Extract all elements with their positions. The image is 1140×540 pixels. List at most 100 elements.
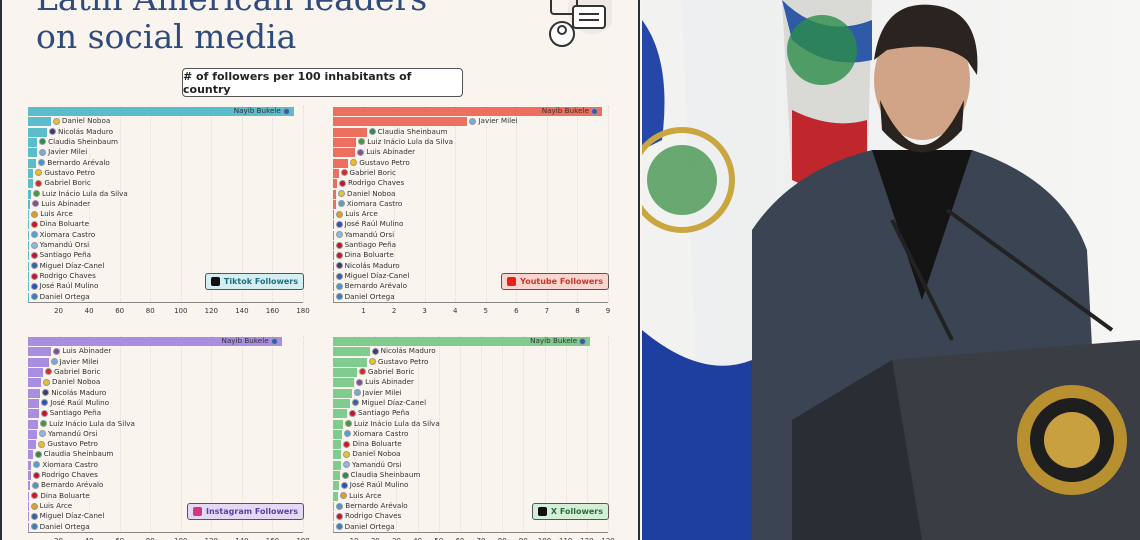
flag-icon bbox=[371, 347, 379, 355]
bar bbox=[28, 148, 38, 158]
bar bbox=[28, 471, 31, 481]
flag-icon bbox=[42, 389, 50, 397]
flag-icon bbox=[34, 450, 42, 458]
bar bbox=[333, 199, 336, 209]
x-axis bbox=[28, 302, 303, 303]
legend: Instagram Followers bbox=[187, 503, 304, 520]
gridline bbox=[363, 106, 365, 302]
bar-label: Xiomara Castro bbox=[343, 429, 408, 439]
leader-name: Miguel Díaz-Canel bbox=[344, 271, 410, 281]
bar bbox=[28, 127, 47, 137]
bar-label: José Raúl Mulino bbox=[41, 398, 109, 408]
gridline bbox=[544, 336, 546, 532]
bar bbox=[333, 357, 367, 367]
bar-label: Luiz Inácio Lula da Silva bbox=[33, 189, 128, 199]
x-tick-label: 160 bbox=[266, 537, 279, 540]
leader-name: Nicolás Maduro bbox=[380, 346, 436, 356]
x-axis bbox=[28, 532, 303, 533]
gridline bbox=[523, 336, 525, 532]
leader-name: Nicolás Maduro bbox=[344, 260, 400, 270]
bar-label: Daniel Ortega bbox=[335, 292, 395, 302]
flag-icon bbox=[39, 138, 47, 146]
flag-icon bbox=[335, 282, 343, 290]
bar-row: Xiomara Castro bbox=[28, 230, 303, 240]
flag-icon bbox=[352, 399, 360, 407]
gridline bbox=[608, 336, 609, 532]
bar-label: José Raúl Mulino bbox=[340, 480, 408, 490]
leader-name: Yamandú Orsi bbox=[48, 428, 98, 438]
bar-label: Luiz Inácio Lula da Silva bbox=[40, 419, 135, 429]
x-tick-label: 80 bbox=[498, 537, 507, 540]
bar bbox=[333, 179, 337, 189]
gridline bbox=[150, 336, 152, 532]
flag-icon bbox=[343, 461, 351, 469]
flag-icon bbox=[368, 128, 376, 136]
flag-icon bbox=[335, 272, 343, 280]
leader-name: Bernardo Arévalo bbox=[345, 501, 408, 511]
bar bbox=[333, 367, 357, 377]
bar bbox=[333, 419, 343, 429]
gridline bbox=[303, 336, 304, 532]
x-chart: 10 20 30 40 50 60 70 80 90 100 110 120 130 Nayib Buke… bbox=[333, 336, 633, 540]
bar-row: Luiz Inácio Lula da Silva bbox=[28, 419, 303, 429]
leader-name: Javier Milei bbox=[59, 356, 99, 366]
bar-row: Miguel Díaz-Canel bbox=[333, 398, 608, 408]
bar-row: Xiomara Castro bbox=[333, 199, 608, 209]
flag-icon bbox=[38, 159, 46, 167]
bar bbox=[28, 210, 30, 220]
bar-row: Rodrigo Chaves bbox=[333, 511, 608, 522]
bar bbox=[28, 502, 29, 512]
flag-icon bbox=[356, 378, 364, 386]
flag-icon bbox=[340, 169, 348, 177]
bar bbox=[333, 251, 334, 261]
bar-label: Bernardo Arévalo bbox=[335, 281, 407, 291]
bar bbox=[28, 199, 31, 209]
bar-label: Luis Arce bbox=[336, 209, 378, 219]
flag-icon bbox=[30, 293, 38, 301]
flag-icon bbox=[368, 358, 376, 366]
x-tick-label: 30 bbox=[392, 537, 401, 540]
flag-icon bbox=[343, 440, 351, 448]
leader-name: Bernardo Arévalo bbox=[344, 281, 407, 291]
gridline bbox=[58, 106, 60, 302]
bar-row: Javier Milei bbox=[28, 356, 303, 367]
bar-row: José Raúl Mulino bbox=[333, 219, 608, 230]
bar-row: José Raúl Mulino bbox=[333, 480, 608, 491]
bar bbox=[333, 409, 347, 419]
leader-name: Santiago Peña bbox=[49, 408, 102, 418]
x-tick-label: 80 bbox=[146, 537, 155, 540]
bar-row: Luiz Inácio Lula da Silva bbox=[333, 137, 608, 147]
bar-row: Nicolás Maduro bbox=[28, 388, 303, 398]
gridline bbox=[180, 336, 182, 532]
x-tick-label: 4 bbox=[452, 307, 458, 315]
bar bbox=[28, 522, 29, 532]
x-tick-label: 9 bbox=[605, 307, 611, 315]
bar-row: Luis Abinader bbox=[333, 377, 608, 388]
bar-label: Daniel Ortega bbox=[30, 522, 90, 532]
bar-row: Bernardo Arévalo bbox=[333, 281, 608, 292]
x-tick-label: 110 bbox=[559, 537, 572, 540]
bar bbox=[28, 419, 39, 429]
bar-label: Gabriel Boric bbox=[358, 367, 414, 377]
bar-row: Bernardo Arévalo bbox=[333, 501, 608, 512]
title-line-1: Latin American leaders bbox=[36, 0, 427, 18]
bar bbox=[28, 220, 29, 230]
flag-icon bbox=[35, 179, 43, 187]
x-tick-label: 60 bbox=[115, 307, 125, 315]
bar-row: Miguel Díaz-Canel bbox=[333, 271, 608, 282]
gridline bbox=[459, 336, 461, 532]
gridline bbox=[89, 106, 91, 302]
legend: Youtube Followers bbox=[501, 273, 609, 290]
bar bbox=[333, 502, 335, 512]
flag-icon bbox=[48, 128, 56, 136]
gridline bbox=[119, 106, 121, 302]
bar-label: Claudia Sheinbaum bbox=[39, 137, 118, 147]
bar bbox=[28, 230, 29, 240]
bar-label: Dina Boluarte bbox=[335, 250, 394, 260]
bar bbox=[333, 210, 335, 220]
leader-name: Yamandú Orsi bbox=[344, 229, 395, 239]
bar-label: Claudia Sheinbaum bbox=[341, 470, 420, 480]
bar-row: Nayib Bukele bbox=[333, 336, 608, 346]
flag-icon bbox=[270, 337, 278, 345]
flag-icon bbox=[469, 117, 477, 125]
